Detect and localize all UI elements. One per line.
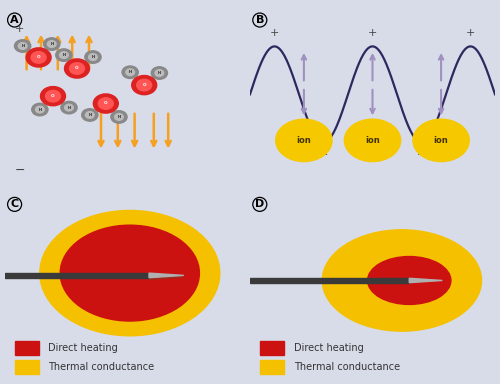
- Circle shape: [122, 66, 138, 78]
- Text: ion: ion: [434, 136, 448, 145]
- Circle shape: [82, 109, 98, 121]
- Text: A: A: [10, 15, 19, 25]
- Text: H: H: [21, 44, 24, 48]
- Text: H: H: [118, 115, 120, 119]
- Circle shape: [36, 106, 44, 113]
- Circle shape: [85, 51, 101, 63]
- FancyBboxPatch shape: [14, 341, 38, 355]
- Circle shape: [40, 86, 66, 106]
- Circle shape: [114, 114, 124, 120]
- Ellipse shape: [40, 210, 220, 336]
- FancyBboxPatch shape: [260, 360, 284, 374]
- Text: ion: ion: [365, 136, 380, 145]
- Text: H: H: [38, 108, 42, 111]
- Circle shape: [18, 43, 27, 50]
- FancyBboxPatch shape: [250, 278, 409, 283]
- Text: H: H: [128, 70, 132, 74]
- Text: H: H: [158, 71, 161, 75]
- Circle shape: [152, 67, 168, 79]
- Text: H: H: [92, 55, 94, 59]
- Text: −: −: [417, 150, 426, 160]
- Polygon shape: [409, 278, 442, 283]
- Text: H: H: [62, 53, 66, 57]
- Circle shape: [132, 76, 156, 95]
- Text: −: −: [14, 164, 25, 177]
- Circle shape: [44, 38, 60, 50]
- Text: Thermal conductance: Thermal conductance: [48, 362, 154, 372]
- Circle shape: [60, 52, 68, 58]
- Text: O: O: [37, 55, 40, 59]
- Text: C: C: [10, 199, 18, 209]
- Text: H: H: [50, 42, 53, 46]
- Circle shape: [136, 79, 152, 91]
- Text: O: O: [75, 66, 79, 70]
- Circle shape: [344, 119, 401, 162]
- Circle shape: [94, 94, 118, 113]
- Circle shape: [64, 104, 74, 111]
- Text: +: +: [368, 28, 377, 38]
- Polygon shape: [149, 275, 184, 280]
- Text: H: H: [88, 113, 92, 117]
- Text: Direct heating: Direct heating: [294, 343, 364, 353]
- Circle shape: [413, 119, 470, 162]
- Circle shape: [31, 52, 46, 63]
- FancyBboxPatch shape: [5, 273, 149, 278]
- Text: O: O: [51, 94, 55, 98]
- Text: +: +: [270, 28, 279, 38]
- Circle shape: [56, 49, 72, 61]
- Circle shape: [86, 112, 94, 118]
- Ellipse shape: [60, 225, 200, 321]
- Circle shape: [70, 63, 84, 74]
- FancyBboxPatch shape: [14, 360, 38, 374]
- Circle shape: [26, 48, 51, 67]
- Text: ion: ion: [296, 136, 312, 145]
- Circle shape: [111, 111, 127, 123]
- Text: O: O: [142, 83, 146, 87]
- Circle shape: [48, 41, 56, 47]
- Text: Direct heating: Direct heating: [48, 343, 118, 353]
- Text: +: +: [466, 28, 475, 38]
- Circle shape: [46, 90, 60, 102]
- Circle shape: [88, 54, 98, 60]
- Text: +: +: [14, 24, 24, 34]
- Circle shape: [64, 59, 90, 78]
- Ellipse shape: [322, 230, 482, 331]
- Circle shape: [32, 103, 48, 116]
- Circle shape: [14, 40, 30, 52]
- Text: B: B: [256, 15, 264, 25]
- Circle shape: [155, 70, 164, 76]
- Text: D: D: [255, 199, 264, 209]
- Circle shape: [126, 69, 134, 76]
- Circle shape: [276, 119, 332, 162]
- Ellipse shape: [368, 257, 451, 305]
- FancyBboxPatch shape: [260, 341, 284, 355]
- Text: Thermal conductance: Thermal conductance: [294, 362, 400, 372]
- Text: H: H: [68, 106, 70, 109]
- Circle shape: [98, 98, 114, 109]
- Text: O: O: [104, 101, 108, 105]
- Circle shape: [61, 101, 77, 114]
- Text: −: −: [319, 150, 328, 160]
- Polygon shape: [149, 273, 184, 278]
